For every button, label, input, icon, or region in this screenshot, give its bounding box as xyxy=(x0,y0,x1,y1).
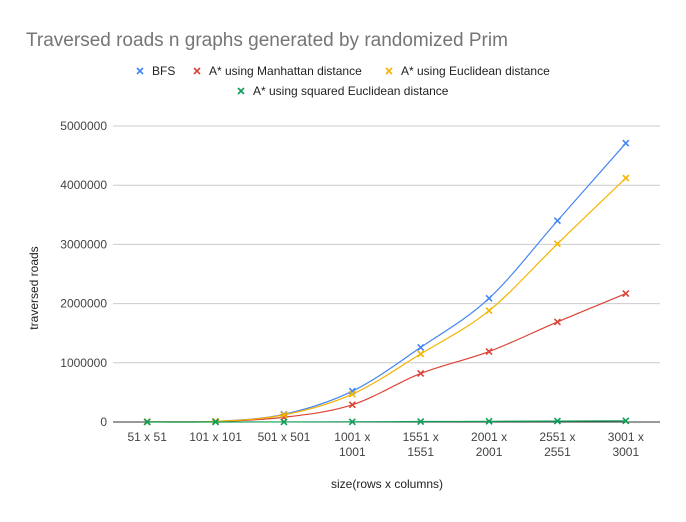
legend-label: BFS xyxy=(152,64,175,78)
y-tick-label: 4000000 xyxy=(60,178,107,192)
series-1 xyxy=(143,139,630,426)
legend-marker xyxy=(136,67,144,75)
series-line xyxy=(147,177,627,423)
data-point xyxy=(622,174,630,182)
legend-item: A* using Manhattan distance xyxy=(193,64,362,78)
data-point xyxy=(417,350,425,358)
data-point xyxy=(553,217,562,225)
data-point xyxy=(485,294,493,302)
data-point xyxy=(143,418,151,426)
x-tick-label: 2551 xyxy=(544,445,571,459)
data-point xyxy=(280,418,288,426)
data-point xyxy=(622,139,630,147)
x-tick-label: 1551 x xyxy=(403,430,439,444)
legend-label: A* using Manhattan distance xyxy=(209,64,362,78)
legend-marker xyxy=(193,67,201,75)
data-point xyxy=(485,347,493,356)
y-axis-ticks: 0 1000000 2000000 3000000 4000000 5000000 xyxy=(60,119,107,429)
legend: BFS A* using Manhattan distance A* using E… xyxy=(136,64,550,98)
x-tick-label: 2551 x xyxy=(539,430,575,444)
legend-item: BFS xyxy=(136,64,175,78)
data-point xyxy=(348,401,356,409)
x-tick-label: 3001 xyxy=(612,445,639,459)
data-point xyxy=(417,343,425,351)
data-point xyxy=(485,307,493,315)
x-tick-label: 2001 x xyxy=(471,430,507,444)
legend-item: A* using Euclidean distance xyxy=(385,64,550,78)
data-point xyxy=(417,369,425,378)
data-point xyxy=(622,289,630,298)
series-2 xyxy=(143,289,630,426)
x-tick-label: 1001 xyxy=(339,445,366,459)
y-tick-label: 2000000 xyxy=(60,297,107,311)
data-point xyxy=(211,418,220,426)
y-tick-label: 5000000 xyxy=(60,119,107,133)
series-line xyxy=(147,420,626,423)
series-group xyxy=(143,139,630,426)
legend-marker xyxy=(237,87,245,95)
x-tick-label: 2001 xyxy=(476,445,503,459)
y-tick-label: 0 xyxy=(100,415,107,429)
x-tick-label: 1001 x xyxy=(334,430,370,444)
data-point xyxy=(622,417,630,425)
series-line xyxy=(147,292,627,423)
series-4 xyxy=(143,417,630,426)
x-tick-label: 501 x 501 xyxy=(258,430,311,444)
data-point xyxy=(417,417,425,426)
y-tick-label: 3000000 xyxy=(60,237,107,251)
legend-label: A* using Euclidean distance xyxy=(401,64,550,78)
legend-label: A* using squared Euclidean distance xyxy=(253,84,449,98)
gridlines xyxy=(113,125,660,423)
data-point xyxy=(280,411,288,419)
x-tick-label: 3001 x xyxy=(608,430,644,444)
legend-marker xyxy=(385,67,393,75)
data-point xyxy=(553,240,562,248)
data-point xyxy=(485,417,493,425)
data-point xyxy=(553,318,562,326)
x-tick-label: 101 x 101 xyxy=(189,430,242,444)
series-3 xyxy=(143,174,630,426)
x-tick-label: 51 x 51 xyxy=(128,430,168,444)
y-axis-label: traversed roads xyxy=(27,246,41,329)
chart-title: Traversed roads n graphs generated by ra… xyxy=(26,30,508,51)
data-point xyxy=(348,418,356,426)
y-tick-label: 1000000 xyxy=(60,356,107,370)
x-axis-label: size(rows x columns) xyxy=(331,477,443,491)
data-point xyxy=(348,390,356,398)
data-point xyxy=(553,417,562,425)
x-tick-label: 1551 xyxy=(407,445,434,459)
legend-item: A* using squared Euclidean distance xyxy=(237,84,449,98)
